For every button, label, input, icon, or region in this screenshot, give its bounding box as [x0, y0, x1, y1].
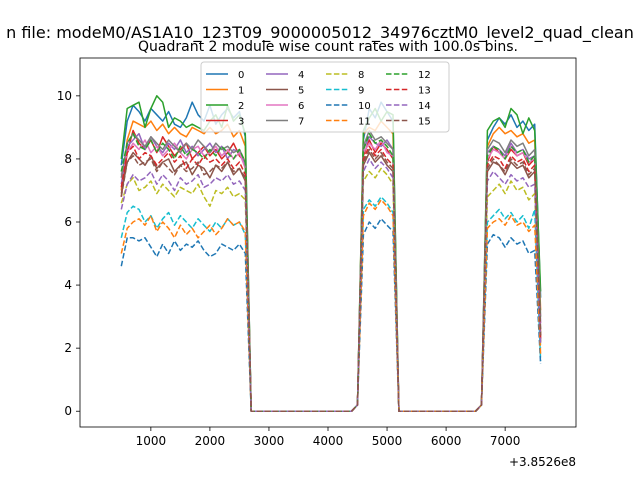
legend-label-9: 9 — [358, 86, 364, 97]
legend-label-8: 8 — [358, 70, 364, 81]
legend-label-2: 2 — [238, 101, 244, 112]
y-tick-label: 8 — [64, 152, 72, 166]
legend-label-10: 10 — [358, 101, 371, 112]
series-line-15 — [120, 148, 542, 412]
x-tick-label: 6000 — [431, 434, 462, 448]
legend-label-13: 13 — [418, 86, 431, 97]
x-offset-label: +3.8526e8 — [509, 455, 576, 469]
legend-label-14: 14 — [418, 101, 431, 112]
y-tick-label: 0 — [64, 404, 72, 418]
chart-title: Quadrant 2 module wise count rates with … — [138, 39, 518, 55]
legend-label-12: 12 — [418, 70, 431, 81]
legend-box — [200, 61, 450, 133]
y-tick-label: 2 — [64, 341, 72, 355]
figure-suptitle: n file: modeM0/AS1A10_123T09_9000005012_… — [6, 23, 634, 43]
legend-label-7: 7 — [298, 117, 304, 128]
y-tick-label: 6 — [64, 215, 72, 229]
x-tick-label: 5000 — [372, 434, 403, 448]
legend-label-4: 4 — [298, 70, 304, 81]
y-tick-label: 10 — [57, 89, 72, 103]
plot-area — [120, 95, 542, 412]
legend-label-11: 11 — [358, 117, 371, 128]
legend-label-1: 1 — [238, 86, 244, 97]
x-tick-label: 4000 — [313, 434, 344, 448]
x-tick-label: 1000 — [136, 434, 167, 448]
x-tick-label: 3000 — [254, 434, 285, 448]
y-tick-label: 4 — [64, 278, 72, 292]
legend-label-5: 5 — [298, 86, 304, 97]
x-tick-label: 2000 — [195, 434, 226, 448]
legend-label-15: 15 — [418, 117, 431, 128]
x-tick-label: 7000 — [490, 434, 521, 448]
legend-label-3: 3 — [238, 117, 244, 128]
legend-label-0: 0 — [238, 70, 244, 81]
legend-label-6: 6 — [298, 101, 304, 112]
